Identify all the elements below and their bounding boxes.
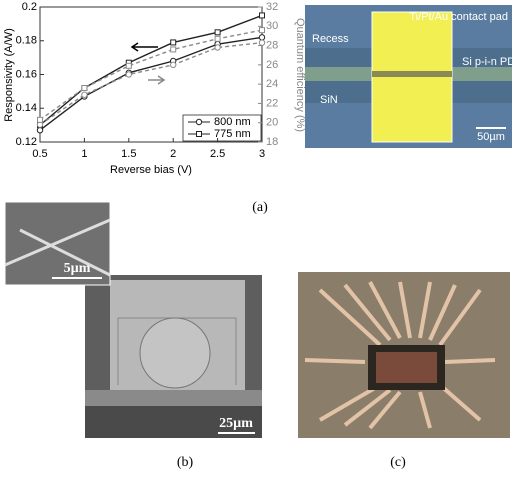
label: Recess: [312, 33, 349, 45]
marker: [125, 62, 132, 69]
x-tick-label: 2: [170, 148, 176, 160]
marker: [259, 12, 265, 19]
y-tick-label: 0.16: [16, 68, 37, 80]
panel-label: (b): [177, 455, 194, 470]
y2-tick-label: 32: [266, 1, 278, 13]
marker: [259, 27, 265, 34]
x-tick-label: 2.5: [210, 148, 225, 160]
marker: [170, 39, 177, 46]
y2-tick-label: 28: [266, 39, 278, 51]
panel-label: (a): [252, 200, 268, 215]
y-tick-label: 0.12: [16, 136, 37, 148]
micrograph-b: 25µm 5µm: [4, 201, 262, 438]
label: Si p-i-n PD: [462, 56, 515, 68]
micrograph-a: Ti/Pt/Au contact pad Recess Si p-i-n PD …: [305, 5, 515, 148]
marker: [37, 116, 43, 123]
y2-tick-label: 18: [266, 136, 278, 148]
marker: [125, 71, 133, 78]
label: 5µm: [64, 261, 91, 276]
marker: [170, 61, 177, 69]
series-line: [39, 36, 263, 131]
panel-label: (c): [390, 455, 406, 470]
micrograph-c: [298, 272, 510, 438]
marker: [214, 35, 221, 42]
y2-tick-label: 30: [266, 20, 278, 32]
legend-marker: [196, 131, 202, 137]
y-axis-label: Responsivity (A/W): [3, 28, 15, 122]
y-tick-label: 0.14: [16, 102, 37, 114]
label: 50µm: [477, 131, 505, 143]
y2-tick-label: 26: [266, 59, 278, 71]
y2-tick-label: 20: [266, 117, 278, 129]
marker: [81, 91, 88, 98]
series-line: [39, 14, 263, 126]
marker: [81, 85, 88, 91]
marker: [214, 44, 221, 51]
marker: [258, 34, 266, 41]
marker: [170, 46, 177, 53]
marker: [258, 39, 266, 46]
pd: [372, 71, 452, 77]
inset-wires: [4, 218, 111, 277]
legend-label: 800 nm: [214, 116, 251, 128]
y-tick-label: 0.2: [22, 1, 37, 13]
label: Ti/Pt/Au contact pad: [409, 11, 508, 23]
bus: [85, 390, 262, 406]
series-line: [39, 29, 263, 121]
traces: [304, 281, 496, 430]
y-tick-label: 0.18: [16, 35, 37, 47]
series-line: [39, 41, 263, 126]
x-tick-label: 3: [259, 148, 265, 160]
chip-core: [376, 352, 437, 383]
chart: Reverse bias (V) Responsivity (A/W) Quan…: [3, 1, 306, 176]
x-tick-label: 1.5: [121, 148, 136, 160]
x-axis-label: Reverse bias (V): [110, 164, 192, 176]
ring: [139, 317, 211, 389]
label: SiN: [320, 94, 338, 106]
y2-axis-label: Quantum efficiency (%): [294, 18, 306, 132]
x-tick-label: 0.5: [32, 148, 47, 160]
y2-tick-label: 24: [266, 78, 278, 90]
arrow-left: [130, 42, 158, 52]
y2-tick-label: 22: [266, 97, 278, 109]
marker: [36, 126, 44, 134]
x-tick-label: 1: [81, 148, 87, 160]
label: 25µm: [219, 416, 253, 431]
legend-marker: [195, 118, 203, 126]
marker: [214, 29, 221, 36]
legend-label: 775 nm: [214, 128, 251, 140]
arrow-right: [148, 75, 166, 85]
